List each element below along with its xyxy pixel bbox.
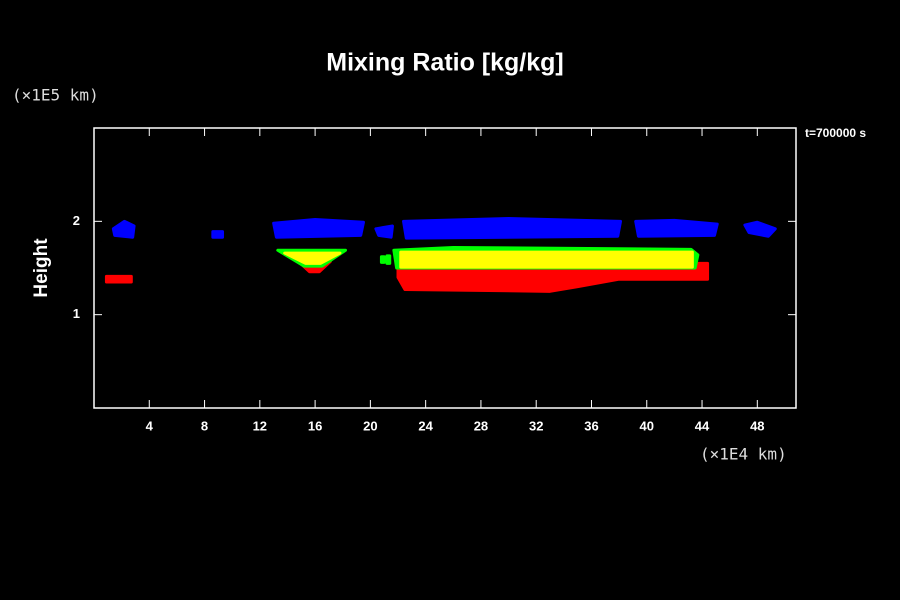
shaded-region xyxy=(743,220,777,238)
x-tick-label: 40 xyxy=(640,418,654,433)
x-tick-label: 28 xyxy=(474,418,488,433)
x-tick-label: 32 xyxy=(529,418,543,433)
shaded-region xyxy=(272,217,365,239)
y-tick-label: 2 xyxy=(73,213,80,228)
x-tick-label: 44 xyxy=(695,418,710,433)
x-tick-label: 12 xyxy=(253,418,267,433)
x-tick-label: 36 xyxy=(584,418,598,433)
plot-frame xyxy=(93,127,797,409)
chart-title: Mixing Ratio [kg/kg] xyxy=(326,49,564,77)
y-axis-label: Height xyxy=(31,238,52,298)
x-tick-label: 24 xyxy=(418,418,433,433)
x-unit: (×1E4 km) xyxy=(700,445,787,464)
shaded-region xyxy=(385,254,392,265)
shaded-region xyxy=(104,274,133,284)
regions xyxy=(104,217,777,293)
shaded-region xyxy=(396,261,710,293)
shaded-region xyxy=(379,255,386,264)
x-tick-label: 48 xyxy=(750,418,764,433)
shaded-region xyxy=(211,230,225,239)
y-tick-label: 1 xyxy=(73,306,80,321)
y-unit: (×1E5 km) xyxy=(12,86,99,105)
time-annotation: t=700000 s xyxy=(805,126,866,140)
x-tick-label: 8 xyxy=(201,418,208,433)
x-tick-label: 16 xyxy=(308,418,322,433)
shaded-region xyxy=(111,219,136,239)
shaded-region xyxy=(283,251,342,265)
x-tick-label: 20 xyxy=(363,418,377,433)
shaded-region xyxy=(374,224,394,239)
shaded-region xyxy=(399,250,694,269)
shaded-region xyxy=(402,217,622,240)
x-tick-label: 4 xyxy=(146,418,154,433)
shaded-region xyxy=(634,218,719,238)
